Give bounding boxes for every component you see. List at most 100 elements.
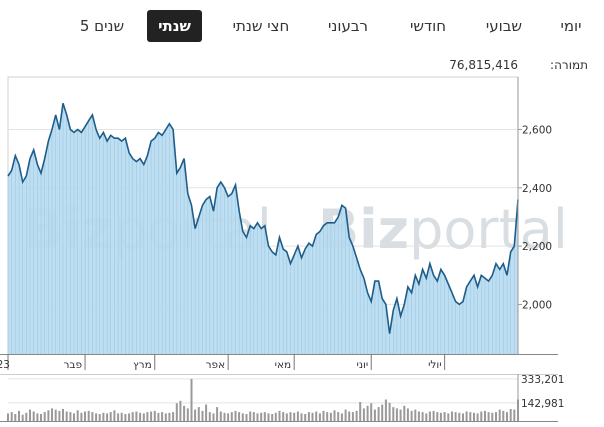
- volume-bar-111: [414, 409, 417, 421]
- volume-bar-6: [29, 409, 31, 421]
- tab-half-yearly[interactable]: חצי שנתי: [232, 17, 290, 35]
- volume-bar-88: [329, 412, 332, 421]
- volume-bar-47: [179, 400, 182, 421]
- volume-bar-70: [263, 412, 266, 421]
- volume-bar-138: [513, 409, 516, 421]
- x-tick-label-4: מאי: [275, 359, 292, 371]
- volume-bar-81: [304, 414, 307, 421]
- volume-bar-80: [300, 413, 303, 421]
- tab-quarterly[interactable]: רבעוני: [328, 17, 368, 35]
- volume-bar-49: [186, 408, 189, 421]
- x-axis: 2023 פבר מרץ אפר מאי יוני יולי: [0, 354, 558, 375]
- volume-bar-44: [168, 412, 171, 421]
- volume-bar-99: [370, 403, 373, 421]
- volume-bar-94: [351, 412, 354, 421]
- volume-bar-87: [326, 412, 329, 421]
- volume-bar-42: [161, 412, 164, 421]
- tab-five-years[interactable]: 5 שנים: [79, 17, 125, 35]
- x-tick-label-0: 2023: [0, 359, 10, 371]
- volume-bar-134: [498, 409, 501, 421]
- volume-bar-55: [208, 412, 211, 421]
- volume-bar-101: [377, 407, 380, 421]
- y-tick-label-1: 2,200: [522, 241, 552, 253]
- volume-bar-110: [410, 410, 413, 421]
- tab-yearly[interactable]: שנתי: [147, 10, 202, 42]
- volume-tick-label-0: 142,981: [521, 398, 564, 410]
- volume-bar-71: [267, 413, 270, 421]
- volume-bar-85: [318, 413, 321, 421]
- volume-bar-32: [124, 414, 127, 421]
- volume-bar-73: [274, 412, 277, 421]
- volume-bar-78: [293, 412, 296, 421]
- volume-bar-39: [150, 411, 153, 421]
- volume-bar-109: [406, 408, 409, 421]
- volume-bar-100: [373, 409, 376, 421]
- price-y-axis: 2,000 2,200 2,400 2,600: [517, 77, 552, 354]
- volume-bar-84: [315, 411, 318, 421]
- volume-bar-21: [84, 411, 86, 421]
- volume-bar-93: [348, 411, 351, 421]
- volume-bar-25: [98, 414, 101, 421]
- volume-bar-58: [219, 411, 222, 421]
- volume-bar-9: [40, 414, 42, 421]
- period-tabs: יומי שבועי חודשי רבעוני חצי שנתי שנתי 5 …: [0, 10, 604, 44]
- volume-bar-114: [425, 413, 428, 421]
- volume-bar-43: [164, 413, 167, 421]
- volume-bar-26: [102, 412, 105, 421]
- volume-bar-11: [47, 410, 50, 422]
- volume-bar-116: [432, 410, 435, 421]
- volume-bar-8: [36, 413, 39, 421]
- volume-bar-18: [73, 413, 75, 421]
- volume-bar-12: [51, 408, 53, 421]
- tab-monthly[interactable]: חודשי: [409, 17, 447, 35]
- volume-bar-0: [7, 413, 9, 421]
- volume-bar-82: [307, 412, 310, 421]
- volume-bar-37: [142, 413, 145, 421]
- volume-bar-66: [249, 411, 252, 421]
- volume-bar-61: [230, 412, 233, 421]
- volume-bar-28: [109, 412, 112, 421]
- y-tick-label-0: 2,000: [522, 299, 552, 311]
- volume-bar-107: [399, 409, 402, 421]
- volume-bar-34: [131, 412, 134, 421]
- volume-bar-104: [388, 402, 391, 421]
- volume-bar-122: [454, 412, 457, 421]
- volume-bar-129: [480, 411, 483, 421]
- tab-weekly[interactable]: שבועי: [485, 17, 523, 35]
- volume-bar-2: [14, 414, 17, 421]
- volume-bar-63: [238, 412, 241, 421]
- volume-bar-91: [340, 413, 343, 421]
- tab-daily[interactable]: יומי: [560, 17, 582, 35]
- volume-bar-52: [197, 407, 200, 421]
- price-area-fill: [8, 103, 518, 354]
- volume-bar-29: [113, 410, 116, 422]
- volume-bar-27: [106, 413, 109, 421]
- volume-bar-48: [183, 405, 186, 421]
- volume-bar-46: [175, 403, 178, 421]
- volume-bar-59: [223, 412, 226, 421]
- volume-bar-33: [128, 413, 131, 421]
- volume-bar-92: [344, 409, 347, 421]
- volume-value: 76,815,416: [449, 58, 518, 72]
- volume-bar-133: [495, 412, 497, 421]
- volume-bar-64: [241, 413, 244, 421]
- volume-bar-117: [436, 412, 439, 421]
- volume-bar-132: [491, 412, 494, 421]
- volume-bar-115: [428, 411, 431, 421]
- volume-bar-40: [153, 410, 156, 421]
- volume-bar-1: [10, 412, 13, 421]
- y-tick-label-3: 2,600: [522, 124, 552, 136]
- x-tick-label-6: יולי: [428, 359, 442, 371]
- volume-bars: [7, 378, 519, 422]
- volume-bar-53: [201, 410, 204, 421]
- volume-bar-108: [403, 405, 406, 421]
- volume-bar-62: [234, 410, 237, 421]
- volume-bar-41: [157, 412, 160, 421]
- volume-bar-3: [18, 410, 20, 421]
- volume-bar-5: [25, 412, 28, 421]
- volume-bar-72: [271, 414, 274, 421]
- volume-bar-51: [194, 409, 197, 421]
- volume-bar-76: [285, 413, 288, 421]
- volume-bar-14: [58, 410, 61, 421]
